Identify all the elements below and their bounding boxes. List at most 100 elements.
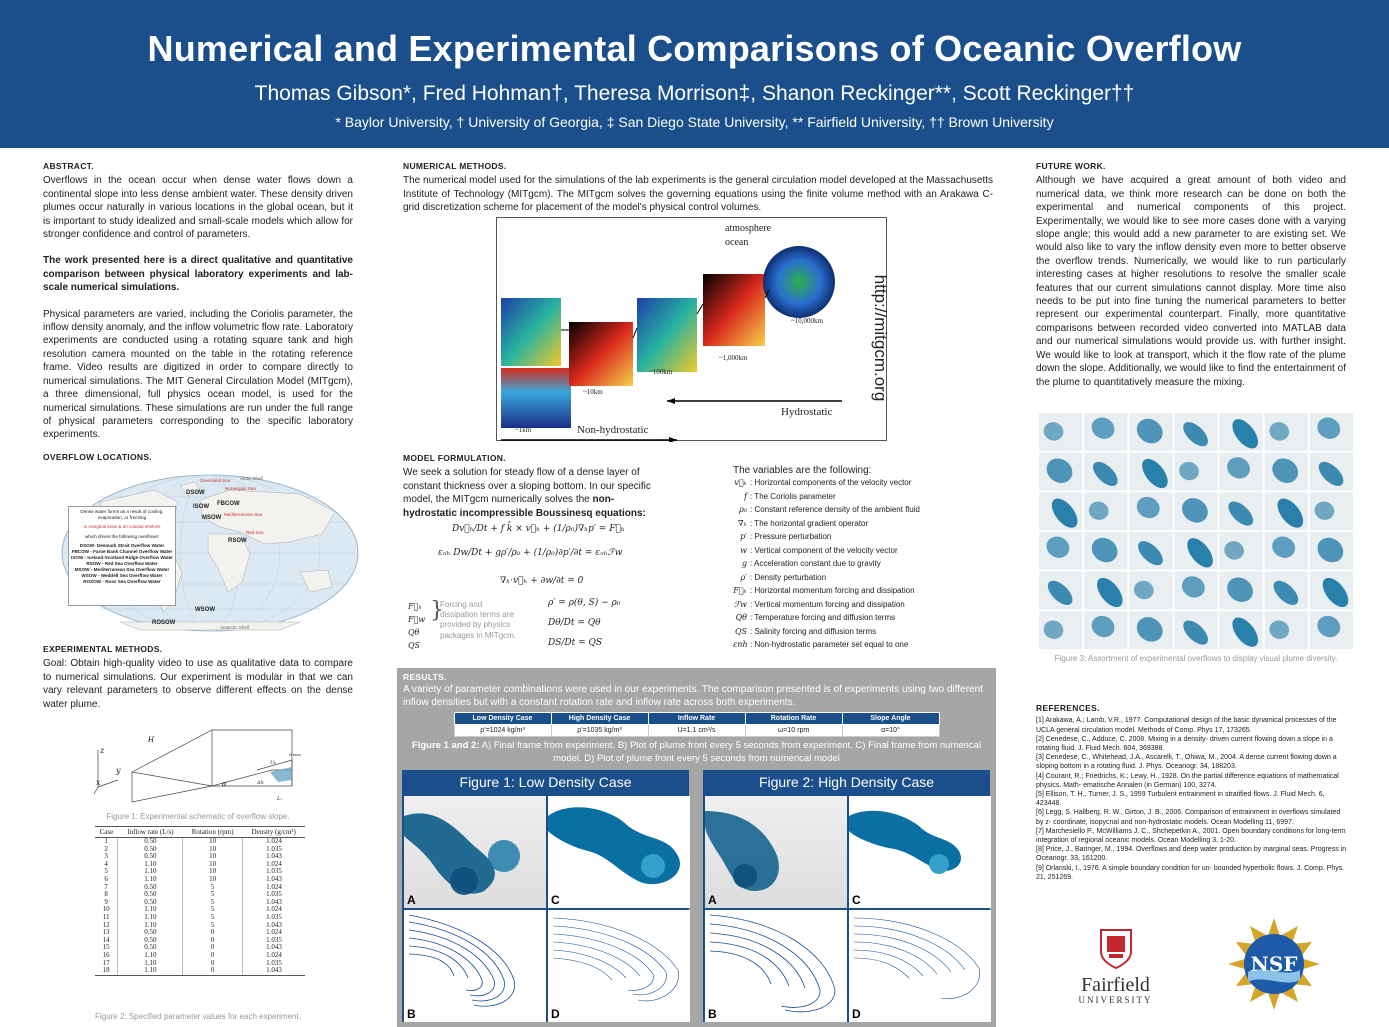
table-cell: 0 bbox=[182, 966, 243, 976]
map-label: Greenland Sea bbox=[200, 478, 231, 483]
right-column: Future Work. Although we have acquired a… bbox=[1036, 160, 1346, 389]
reference-item: [7] Marchesiello P., McWilliams J. C., S… bbox=[1036, 827, 1346, 845]
table-cell: 13 bbox=[102, 928, 110, 937]
table-cell: 9 bbox=[104, 897, 108, 906]
table-cell: 14 bbox=[102, 935, 110, 944]
table-cell: 16 bbox=[102, 950, 110, 959]
table-cell: 0.50 bbox=[117, 929, 183, 937]
map-label: ROSOW bbox=[152, 620, 176, 626]
plume-thumbnail bbox=[1219, 611, 1263, 649]
table-cell: 5 bbox=[104, 867, 108, 876]
plume-thumbnail bbox=[1219, 452, 1263, 491]
numerical-methods-title: Numerical Methods. bbox=[403, 161, 507, 171]
param-header: Density (g/cm³) bbox=[242, 826, 305, 838]
table-cell: 0.50 bbox=[117, 944, 183, 952]
results-title: Results. bbox=[403, 672, 447, 682]
table-cell: 1.10 bbox=[117, 966, 183, 976]
variable-desc: : Salinity forcing and diffusion terms bbox=[750, 626, 877, 636]
variable-symbol: f bbox=[744, 491, 747, 501]
forcing-note: Forcing and dissipation terms are provid… bbox=[440, 600, 517, 640]
legend-item: DSOW- Denmark Strait Overflow Water bbox=[79, 543, 165, 548]
table-row: 7 0.50 5 1.024 bbox=[95, 883, 305, 892]
table-cell: 1.035 bbox=[241, 913, 305, 922]
poster-title: Numerical and Experimental Comparisons o… bbox=[147, 28, 1242, 69]
brace-icon: } bbox=[430, 598, 444, 623]
reference-list: [1] Arakawa, A.; Lamb, V.R., 1977. Compu… bbox=[1036, 716, 1348, 882]
table-row: 11 1.10 5 1.035 bbox=[95, 913, 305, 922]
results-panel: Results. A variety of parameter combinat… bbox=[397, 668, 996, 1027]
map-label: FBCOW bbox=[217, 501, 240, 507]
variable-item: f: The Coriolis parameter bbox=[733, 490, 993, 504]
table-cell: 1.043 bbox=[241, 875, 305, 884]
middle-column: Numerical Methods. The numerical model u… bbox=[403, 160, 993, 215]
table-cell: 6 bbox=[104, 874, 108, 883]
table-cell: 1.024 bbox=[241, 837, 305, 846]
table-row: 2 0.50 10 1.035 bbox=[95, 845, 305, 854]
reference-item: [9] Orlanski, I., 1976. A simple boundar… bbox=[1036, 864, 1345, 881]
plume-grid bbox=[1038, 412, 1354, 650]
table-cell: 8 bbox=[104, 890, 108, 899]
scale-label: ~10,000km bbox=[791, 317, 823, 325]
table-row: 4 1.10 10 1.024 bbox=[95, 860, 305, 869]
vars-title: The variables are the following: bbox=[733, 465, 872, 476]
subfig-d: D bbox=[849, 910, 991, 1022]
plume-thumbnail bbox=[1129, 532, 1173, 570]
table-cell: 1.10 bbox=[117, 959, 183, 968]
label-c: C bbox=[551, 893, 560, 907]
mitgcm-scale-figure: atmosphere ocean ~10,000km ~1,000km ~100… bbox=[496, 217, 890, 443]
plume-thumbnail bbox=[1039, 413, 1083, 451]
table-cell: 5 bbox=[182, 906, 243, 914]
table-row: 3 0.50 10 1.043 bbox=[95, 853, 305, 861]
fig2-caption: Figure 2: Specified parameter values for… bbox=[95, 1012, 301, 1021]
table-cell: 1.024 bbox=[241, 883, 305, 892]
experimental-methods-text: Goal: Obtain high-quality video to use a… bbox=[43, 658, 353, 710]
map-label: RSOW bbox=[228, 538, 247, 544]
left-column: Abstract. Overflows in the ocean occur w… bbox=[43, 160, 353, 465]
variable-desc: : Non-hydrostatic parameter set equal to… bbox=[750, 640, 909, 649]
overflow-map: Dense water forms as a result of cooling… bbox=[60, 472, 360, 634]
abstract-p2: The work presented here is a direct qual… bbox=[43, 255, 353, 294]
model-text-a: We seek a solution for steady flow of a … bbox=[403, 467, 651, 506]
front-plot bbox=[709, 914, 836, 1013]
table-cell: 0 bbox=[182, 929, 243, 937]
results-header: Rotation Rate bbox=[744, 712, 843, 725]
numerical-methods-text: The numerical model used for the simulat… bbox=[403, 175, 993, 214]
fig3-caption: Figure 3: Assortment of experimental ove… bbox=[1054, 654, 1338, 663]
reference-item: [3] Cenedese, C., Whitehead, J.A., Ascar… bbox=[1036, 754, 1337, 771]
results-caption: Figure 1 and 2: A) Final frame from expe… bbox=[397, 740, 996, 765]
scale-label: ~100km bbox=[649, 368, 673, 376]
table-cell: 15 bbox=[102, 943, 110, 952]
plume-thumbnail bbox=[1309, 532, 1353, 570]
map-legend-box: Dense water forms as a result of cooling… bbox=[68, 506, 176, 606]
subfig-c: C bbox=[849, 796, 991, 908]
table-cell: 1.035 bbox=[241, 845, 305, 854]
map-label: ISOW bbox=[193, 504, 209, 510]
variable-item: ℱw: Vertical momentum forcing and dissip… bbox=[733, 598, 993, 612]
subfig-b: B bbox=[404, 910, 546, 1022]
table-cell: 5 bbox=[182, 921, 243, 930]
table-cell: 1.10 bbox=[117, 906, 183, 914]
table-cell: 1.035 bbox=[241, 868, 305, 876]
plume-thumbnail bbox=[1039, 611, 1083, 649]
table-row: 13 0.50 0 1.024 bbox=[95, 929, 305, 937]
table-cell: 5 bbox=[182, 898, 243, 907]
abstract-p3: Physical parameters are varied, includin… bbox=[43, 308, 353, 441]
legend-item: WSOW - Weddell Sea Overflow Water bbox=[81, 573, 163, 578]
variable-desc: : The Coriolis parameter bbox=[750, 491, 836, 501]
plume-thumbnail bbox=[1129, 452, 1173, 491]
legend-mid: in marginal seas & on coastal shelves bbox=[83, 524, 161, 529]
plume-thumbnail bbox=[1039, 532, 1083, 570]
variable-symbol: εnh bbox=[733, 640, 748, 649]
mitgcm-url[interactable]: http://mitgcm.org bbox=[871, 274, 890, 402]
results-header: Slope Angle bbox=[841, 712, 940, 725]
variable-desc: : Pressure perturbation bbox=[750, 532, 832, 541]
table-cell: 1.043 bbox=[241, 921, 305, 930]
plume-thumbnail bbox=[1129, 571, 1173, 610]
plume-thumbnail bbox=[1084, 611, 1128, 649]
plume-thumbnail bbox=[1129, 492, 1173, 530]
table-cell: 1 bbox=[104, 837, 108, 845]
scale-label: ~10km bbox=[583, 388, 603, 396]
plume-thumbnail bbox=[1174, 571, 1218, 610]
variable-symbol: ρ₀ bbox=[739, 505, 747, 514]
table-cell: 17 bbox=[102, 958, 110, 967]
